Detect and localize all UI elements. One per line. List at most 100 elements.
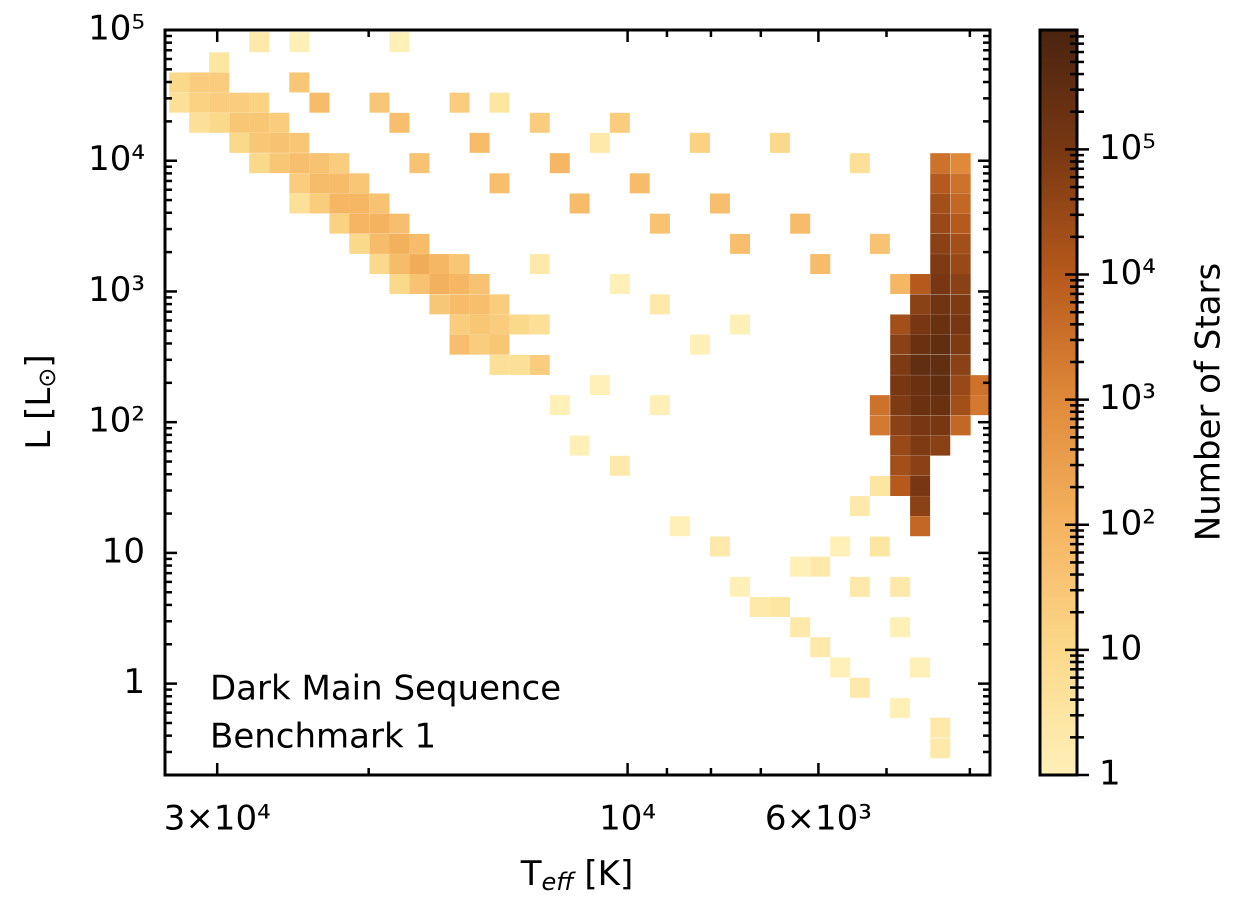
hist-cell (349, 173, 370, 194)
hist-cell (910, 395, 931, 416)
hist-cell (810, 637, 831, 658)
hist-cell (950, 314, 971, 335)
hist-cell (609, 274, 630, 295)
hist-cell (449, 334, 470, 355)
hist-cell (890, 395, 911, 416)
hist-cell (229, 132, 250, 153)
hist-cell (910, 274, 931, 295)
hist-cell (730, 576, 751, 597)
hist-cell (869, 415, 890, 436)
hist-cell (890, 698, 911, 719)
hist-cell (649, 395, 670, 416)
hist-cell (910, 415, 931, 436)
hist-cell (369, 193, 390, 214)
hist-cell (169, 92, 190, 113)
hist-cell (930, 314, 951, 335)
hist-cell (930, 173, 951, 194)
hist-cell (629, 173, 650, 194)
hist-cell (389, 32, 410, 53)
hist-cell (329, 153, 350, 174)
hist-cell (329, 173, 350, 194)
hist-cell (910, 455, 931, 476)
hist-cell (790, 617, 811, 638)
hist-cell (569, 435, 590, 456)
hist-cell (890, 617, 911, 638)
colorbar-tick-label: 10⁴ (1099, 253, 1156, 293)
hist-cell (229, 92, 250, 113)
hist-cell (229, 112, 250, 133)
hist-cell (609, 455, 630, 476)
colorbar-tick-label: 10⁵ (1099, 128, 1156, 168)
hist-cell (869, 536, 890, 557)
hist-cell (810, 254, 831, 275)
hist-cell (689, 334, 710, 355)
hist-cell (950, 395, 971, 416)
hist-cell (910, 516, 931, 537)
hist-cell (529, 112, 550, 133)
colorbar-tick-label: 10² (1099, 503, 1156, 543)
hist-cell (890, 314, 911, 335)
hist-cell (950, 354, 971, 375)
hist-cell (269, 132, 290, 153)
hist-cell (209, 92, 230, 113)
hist-cell (869, 233, 890, 254)
hist-cell (369, 92, 390, 113)
hist-cell (910, 475, 931, 496)
hist-cell (910, 354, 931, 375)
hist-cell (489, 314, 510, 335)
hist-cell (469, 274, 490, 295)
hist-cell (950, 294, 971, 315)
hist-cell (950, 254, 971, 275)
hist-cell (950, 375, 971, 396)
hist-cell (709, 536, 730, 557)
x-tick-label: 6×10³ (765, 799, 872, 839)
x-axis-label: Teff [K] (520, 854, 634, 897)
hist-cell (369, 213, 390, 234)
hist-cell (309, 92, 330, 113)
hist-cell (790, 213, 811, 234)
hist-cell (369, 233, 390, 254)
y-tick-label: 1 (123, 662, 145, 702)
hist-cell (189, 72, 210, 93)
hist-cell (930, 415, 951, 436)
hist-cell (609, 112, 630, 133)
hist-cell (249, 153, 270, 174)
hist-cell (489, 294, 510, 315)
hist-cell (649, 213, 670, 234)
hist-cell (449, 92, 470, 113)
hist-cell (289, 32, 310, 53)
hist-cell (769, 596, 790, 617)
hist-cell (409, 233, 430, 254)
hist-cell (849, 496, 870, 517)
hist-cell (930, 354, 951, 375)
hist-cell (309, 193, 330, 214)
hist-cell (389, 233, 410, 254)
hist-cell (189, 92, 210, 113)
hist-cell (849, 677, 870, 698)
hist-cell (289, 132, 310, 153)
hist-cell (649, 294, 670, 315)
hist-cell (869, 475, 890, 496)
hist-cell (429, 294, 450, 315)
annotation: Benchmark 1 (210, 717, 436, 757)
hist-cell (810, 556, 831, 577)
hist-cell (930, 294, 951, 315)
hist-cell (769, 132, 790, 153)
hist-cell (289, 193, 310, 214)
hist-cell (930, 395, 951, 416)
hist-cell (449, 314, 470, 335)
y-tick-label: 10³ (88, 270, 145, 310)
colorbar-tick-label: 1 (1099, 754, 1121, 794)
hist-cell (209, 52, 230, 73)
hist-cell (930, 233, 951, 254)
hist-cell (890, 375, 911, 396)
hist-cell (930, 153, 951, 174)
colorbar-tick-label: 10³ (1099, 378, 1156, 418)
hist-cell (329, 213, 350, 234)
hist-cell (409, 254, 430, 275)
hist-cell (910, 435, 931, 456)
hist-cell (950, 233, 971, 254)
hist-cell (529, 314, 550, 335)
hist-cell (930, 213, 951, 234)
hist-cell (749, 596, 770, 617)
